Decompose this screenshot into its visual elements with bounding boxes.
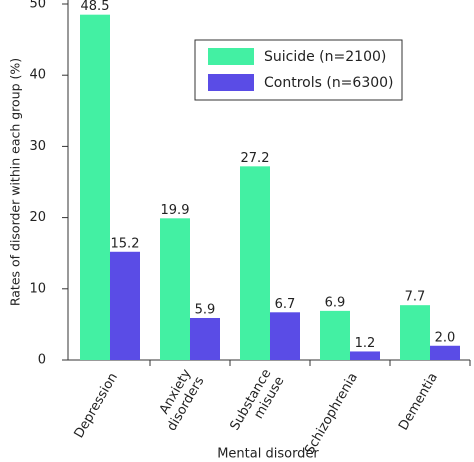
- y-tick-label: 30: [29, 139, 46, 154]
- x-tick-label: Dementia: [396, 371, 441, 434]
- legend-swatch: [208, 74, 254, 91]
- bar: [160, 218, 190, 360]
- legend-swatch: [208, 48, 254, 65]
- y-tick-label: 50: [29, 0, 46, 12]
- value-label: 6.9: [325, 295, 346, 310]
- bar: [320, 310, 350, 360]
- y-tick-label: 0: [38, 353, 46, 368]
- y-tick-label: 20: [29, 210, 46, 225]
- value-label: 48.5: [81, 0, 110, 14]
- x-tick-label: Depression: [72, 371, 121, 441]
- bar: [430, 345, 460, 360]
- value-label: 2.0: [435, 330, 456, 345]
- bar: [110, 251, 140, 360]
- legend-label: Suicide (n=2100): [264, 49, 386, 65]
- value-label: 15.2: [111, 236, 140, 251]
- y-tick-label: 40: [29, 68, 46, 83]
- value-label: 1.2: [355, 336, 376, 351]
- x-tick-label: Schizophrenia: [302, 371, 361, 458]
- y-tick-label: 10: [29, 281, 46, 296]
- bar: [240, 166, 270, 360]
- value-label: 5.9: [195, 302, 216, 317]
- value-label: 7.7: [405, 290, 426, 305]
- value-label: 19.9: [161, 203, 190, 218]
- value-label: 6.7: [275, 297, 296, 312]
- value-label: 27.2: [241, 151, 270, 166]
- x-tick-label: Substancemisuse: [227, 367, 287, 441]
- bar: [350, 351, 380, 360]
- bar: [270, 312, 300, 360]
- legend-label: Controls (n=6300): [264, 75, 394, 91]
- bar: [400, 305, 430, 360]
- x-axis-label: Mental disorder: [217, 447, 319, 462]
- x-tick-label: Anxietydisorders: [151, 366, 207, 433]
- bar: [80, 14, 110, 361]
- bar: [190, 317, 220, 360]
- y-axis-label: Rates of disorder within each group (%): [8, 58, 23, 306]
